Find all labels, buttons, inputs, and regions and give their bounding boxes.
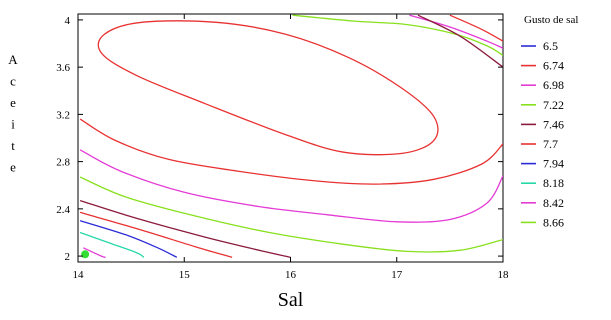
y-tick-label: 3.6	[56, 62, 70, 74]
legend-label: 6.5	[543, 39, 558, 53]
plot-area	[77, 13, 504, 263]
y-axis: 2 2.4 2.8 3.2 3.6 4	[56, 15, 503, 263]
markers	[81, 250, 90, 259]
plot-frame	[77, 13, 504, 263]
legend: Gusto de sal 6.5 6.74 6.98 7.22 7.46 7.7 7.94 8…	[521, 14, 578, 229]
legend-items: 6.5 6.74 6.98 7.22 7.46 7.7 7.94 8.18 8.42 8.66	[521, 39, 564, 229]
contour-lines	[79, 14, 503, 258]
contour-line	[79, 118, 503, 185]
contour-line	[83, 247, 106, 258]
data-point-marker	[81, 250, 90, 259]
x-tick-label: 14	[73, 269, 85, 281]
legend-label: 8.42	[543, 196, 564, 210]
legend-label: 6.74	[543, 59, 564, 73]
y-tick-label: 3.2	[56, 109, 70, 121]
contour-line	[79, 211, 233, 258]
legend-label: 7.22	[543, 98, 564, 112]
legend-label: 7.7	[543, 137, 558, 151]
x-axis: 14 15 16 17 18	[73, 14, 510, 281]
contour-line	[292, 14, 503, 56]
contour-line	[79, 176, 503, 253]
contour-line	[79, 220, 178, 258]
y-tick-label: 2.8	[56, 157, 70, 169]
contour-line	[417, 14, 503, 68]
y-tick-label: 4	[65, 15, 71, 27]
x-tick-label: 15	[179, 269, 191, 281]
x-tick-label: 16	[285, 269, 297, 281]
x-tick-label: 17	[391, 269, 403, 281]
contour-line	[79, 231, 145, 258]
contour-line	[79, 199, 291, 258]
y-tick-label: 2	[65, 251, 71, 263]
x-tick-label: 18	[498, 269, 510, 281]
legend-label: 7.94	[543, 157, 564, 171]
legend-label: 6.98	[543, 78, 564, 92]
legend-title: Gusto de sal	[524, 14, 578, 26]
contour-line	[449, 14, 503, 42]
legend-label: 8.66	[543, 215, 564, 229]
x-axis-title: Sal	[278, 289, 304, 311]
legend-label: 7.46	[543, 117, 564, 131]
contour-line	[97, 20, 439, 156]
y-tick-label: 2.4	[56, 204, 70, 216]
legend-label: 8.18	[543, 176, 564, 190]
contour-line	[79, 149, 503, 223]
